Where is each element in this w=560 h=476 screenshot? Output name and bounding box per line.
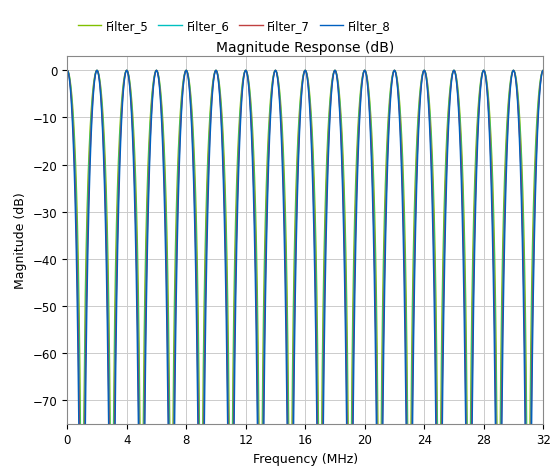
Filter_5 xyxy=(183,69,189,74)
Filter_6 xyxy=(509,70,516,76)
Line: Filter_6: Filter_6 xyxy=(67,71,543,447)
Filter_8 xyxy=(64,69,71,74)
Filter_7 xyxy=(352,250,358,256)
Filter_6 xyxy=(64,69,71,74)
Line: Filter_8: Filter_8 xyxy=(67,71,543,447)
Filter_6 xyxy=(289,444,296,450)
Filter_7 xyxy=(183,69,189,74)
Line: Filter_5: Filter_5 xyxy=(67,71,543,447)
Filter_6 xyxy=(370,171,376,177)
Filter_7 xyxy=(64,69,71,74)
Y-axis label: Magnitude (dB): Magnitude (dB) xyxy=(14,192,27,288)
Filter_7 xyxy=(370,188,376,194)
Legend: Filter_5, Filter_6, Filter_7, Filter_8: Filter_5, Filter_6, Filter_7, Filter_8 xyxy=(73,15,395,38)
Line: Filter_7: Filter_7 xyxy=(67,71,543,447)
Filter_5 xyxy=(405,444,412,450)
Filter_5 xyxy=(370,154,376,160)
Filter_6 xyxy=(405,444,412,450)
Filter_7 xyxy=(76,444,83,450)
Filter_6 xyxy=(77,444,83,450)
Filter_6 xyxy=(540,69,547,74)
Filter_8 xyxy=(352,277,358,282)
Filter_7 xyxy=(289,444,296,450)
X-axis label: Frequency (MHz): Frequency (MHz) xyxy=(253,452,358,465)
Filter_5 xyxy=(509,69,516,75)
Filter_7 xyxy=(405,444,412,450)
Filter_5 xyxy=(540,69,547,74)
Filter_8 xyxy=(76,444,82,450)
Filter_8 xyxy=(405,444,412,450)
Filter_5 xyxy=(64,69,71,74)
Filter_8 xyxy=(509,70,516,76)
Filter_8 xyxy=(540,69,547,74)
Filter_8 xyxy=(289,444,296,450)
Filter_5 xyxy=(77,444,84,450)
Title: Magnitude Response (dB): Magnitude Response (dB) xyxy=(216,40,394,55)
Filter_7 xyxy=(540,69,547,74)
Filter_5 xyxy=(352,198,358,204)
Filter_8 xyxy=(370,205,376,211)
Filter_8 xyxy=(183,69,189,74)
Filter_6 xyxy=(352,225,358,230)
Filter_5 xyxy=(289,384,296,389)
Filter_7 xyxy=(509,70,516,76)
Filter_6 xyxy=(183,69,189,74)
